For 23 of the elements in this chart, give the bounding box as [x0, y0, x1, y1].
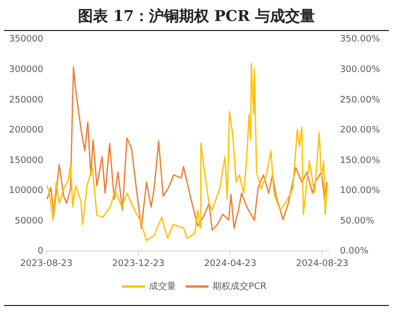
y-tick-label: 100000: [8, 186, 44, 196]
legend-label: 成交量: [149, 280, 176, 292]
y2-tick-label: 200.00%: [340, 126, 380, 136]
x-tick-label: 2023-08-23: [20, 258, 73, 269]
y2-tick-label: 100.00%: [340, 186, 380, 196]
y-tick-label: 350000: [8, 34, 44, 45]
y-tick-label: 200000: [8, 126, 44, 136]
chart-title: 图表 17：沪铜期权 PCR 与成交量: [4, 0, 389, 31]
y2-tick-label: 150.00%: [340, 156, 380, 166]
legend-label: 期权成交PCR: [212, 280, 266, 292]
x-tick-label: 2023-12-23: [112, 258, 164, 269]
y-tick-label: 300000: [8, 65, 44, 75]
y2-tick-label: 0.00%: [340, 246, 369, 257]
y-tick-label: 50000: [14, 216, 44, 226]
y2-tick-label: 50.00%: [340, 216, 375, 226]
x-tick-label: 2024-04-23: [204, 258, 256, 269]
y2-tick-label: 300.00%: [340, 65, 380, 75]
y-tick-label: 150000: [8, 156, 44, 166]
y2-tick-label: 250.00%: [340, 95, 380, 106]
y2-tick-label: 350.00%: [340, 34, 380, 45]
y-tick-label: 0: [38, 246, 44, 257]
x-tick-label: 2024-08-23: [296, 258, 348, 269]
y-tick-label: 250000: [8, 95, 44, 106]
